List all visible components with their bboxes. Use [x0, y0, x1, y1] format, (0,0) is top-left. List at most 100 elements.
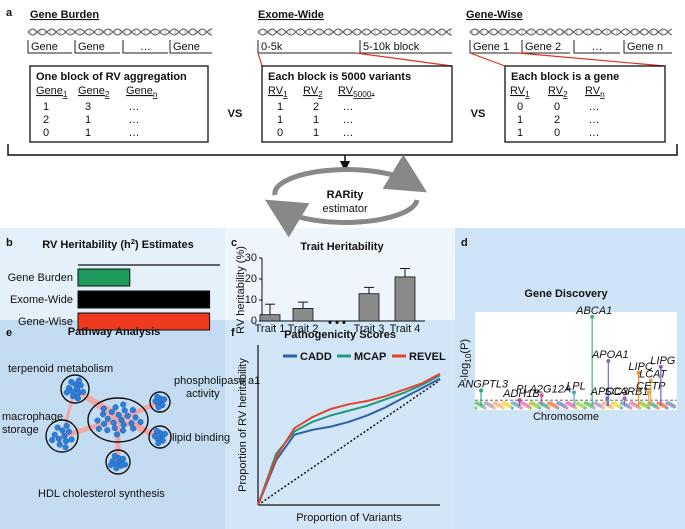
gene-dot: [99, 411, 107, 418]
gene-dot: [100, 405, 107, 412]
block-label: 0-5k: [261, 41, 283, 53]
series-line: [257, 377, 441, 506]
snp-dot: [547, 406, 551, 410]
snp-dot: [574, 406, 578, 410]
table-cell: 1: [277, 101, 283, 113]
panel-label: f: [231, 327, 235, 339]
gene-dot: [49, 437, 56, 444]
category-label: Gene Burden: [8, 272, 73, 284]
gene-dot: [153, 427, 160, 435]
node-label: lipid binding: [172, 432, 230, 444]
node-label: terpenoid metabolism: [8, 363, 113, 375]
gene-dot: [62, 444, 69, 451]
gene-label: APOC3: [590, 386, 629, 398]
legend-label: MCAP: [354, 351, 386, 363]
snp-dot: [654, 404, 658, 408]
network-node: [60, 374, 90, 404]
bar: [394, 276, 416, 322]
block-label: Gene: [78, 41, 105, 53]
panel-title: Pathway Analysis: [68, 326, 161, 338]
estimator-caption: estimator: [322, 203, 368, 215]
panel-label: c: [231, 237, 237, 249]
y-axis-label-after: (P): [459, 339, 471, 354]
panel-title: Trait Heritability: [300, 241, 384, 253]
network-node: [149, 391, 171, 413]
snp-dot: [620, 406, 624, 410]
snp-dot: [656, 406, 660, 410]
gene-dot: [63, 389, 70, 396]
panel-label: b: [6, 237, 13, 249]
block: [169, 40, 212, 54]
table-cell: 2: [554, 114, 560, 126]
table-header-sub: 1: [283, 90, 288, 99]
table-header-sub: n: [600, 90, 605, 99]
x-tick-label: • • •: [328, 317, 346, 329]
table-header-main: RV: [268, 85, 284, 97]
network-hub: [87, 397, 149, 443]
gene-dot: [59, 427, 66, 434]
table-cell: 2: [43, 114, 49, 126]
block: [74, 40, 120, 54]
gene-dot: [68, 378, 75, 386]
snp-dot: [481, 404, 485, 408]
gene-dot: [111, 424, 118, 432]
block-label: Gene 2: [525, 41, 561, 53]
panel-title: RV Heritability (h2) Estimates: [42, 237, 193, 251]
node-label: macrophage: [2, 411, 63, 423]
gene-label: LIPC: [628, 361, 653, 373]
table-cell: …: [343, 114, 354, 126]
table-header-sub: 1: [63, 90, 68, 99]
gene-dot: [68, 436, 75, 443]
hit-point: [605, 396, 610, 401]
gene-dot: [74, 395, 81, 402]
category-label: Gene-Wise: [18, 316, 73, 328]
table-box: [29, 65, 209, 143]
table-box: [504, 65, 666, 143]
cycle-arrow: [272, 154, 428, 196]
y-tick-label: 10: [245, 294, 257, 306]
gene-dot: [110, 419, 117, 426]
block: [122, 40, 168, 54]
reference-line: [257, 379, 441, 506]
panel-title: Gene Discovery: [524, 288, 608, 300]
hit-point: [658, 364, 663, 369]
gene-dot: [154, 393, 161, 400]
snp-dot: [545, 404, 549, 408]
snp-dot: [610, 406, 615, 410]
gene-dot: [61, 432, 68, 440]
gene-dot: [113, 431, 121, 438]
legend-label: REVEL: [409, 351, 446, 363]
gene-dot: [100, 420, 108, 427]
gene-dot: [132, 414, 139, 421]
gene-dot: [115, 411, 122, 418]
table-header: RV5000,: [338, 85, 375, 99]
table-cell: 1: [85, 127, 91, 139]
gene-dot: [119, 427, 127, 434]
table-header-sub: 2: [318, 90, 323, 99]
table-cell: …: [589, 101, 600, 113]
category-label: Exome-Wide: [10, 294, 73, 306]
panel-title-after: ) Estimates: [135, 239, 194, 251]
gene-dot: [161, 430, 168, 437]
snp-dot: [527, 404, 531, 408]
y-tick-label: 20: [245, 273, 257, 285]
network-node: [148, 425, 172, 449]
gene-dot: [120, 421, 127, 428]
gene-dot: [129, 407, 136, 414]
block: [27, 40, 72, 54]
gene-dot: [75, 377, 83, 384]
node-label: HDL cholesterol synthesis: [38, 488, 165, 500]
bar: [77, 268, 131, 287]
x-tick-label: Trait 1: [255, 323, 286, 335]
gene-label: ABCA1: [575, 305, 612, 317]
table-header: RV1: [510, 85, 530, 99]
snp-dot: [538, 406, 542, 410]
table-header-main: RV: [585, 85, 601, 97]
gene-dot: [121, 407, 128, 414]
table-box: [261, 65, 453, 143]
table-cell: 1: [85, 114, 91, 126]
panel-label: e: [6, 327, 12, 339]
snp-dot: [563, 404, 567, 408]
y-tick-label: 0: [251, 315, 257, 327]
snp-dot: [618, 404, 622, 408]
